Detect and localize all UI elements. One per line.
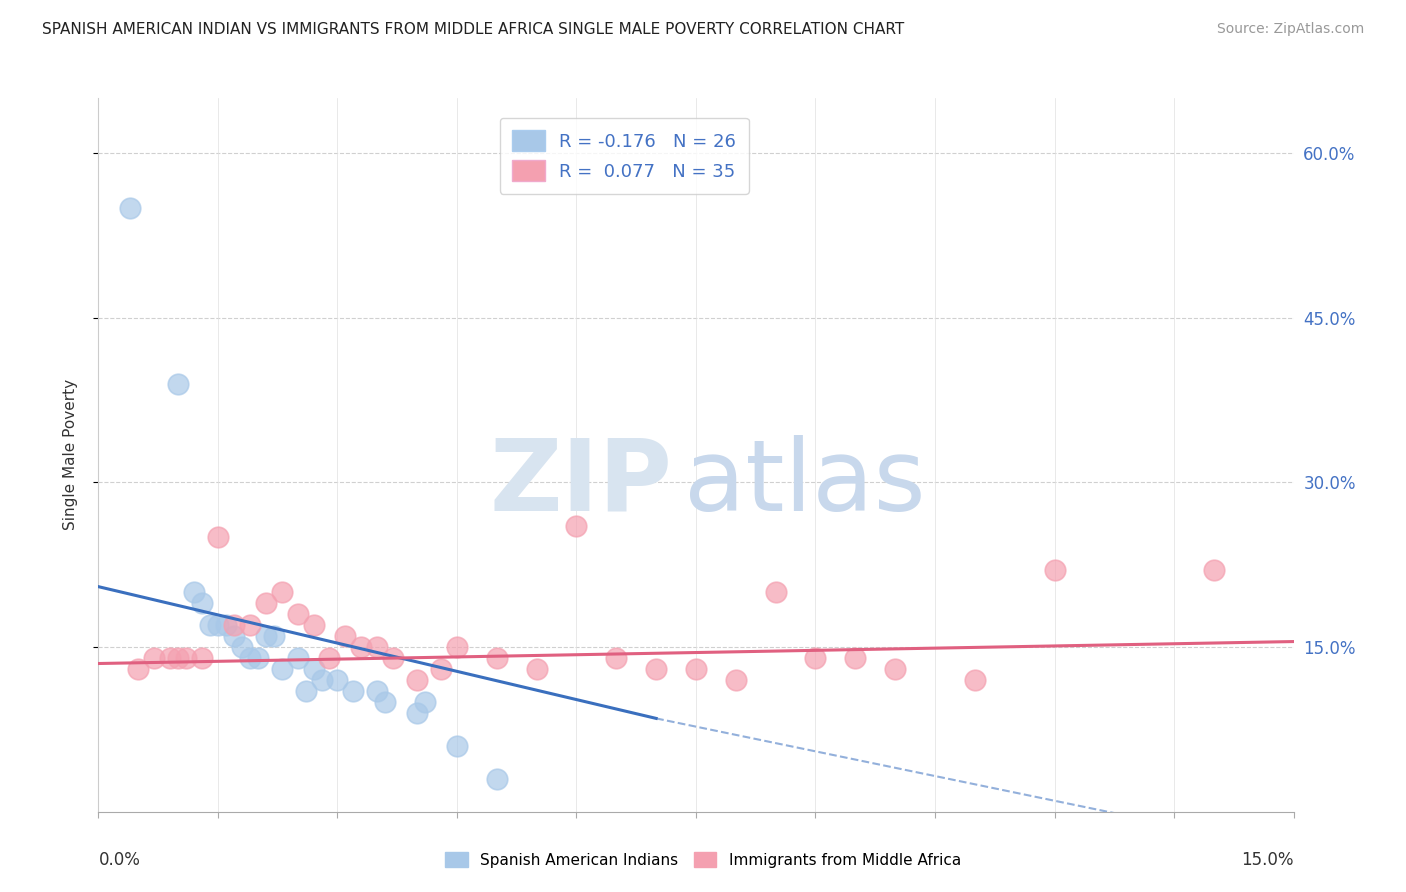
Point [191, 596, 214, 610]
Point [159, 651, 181, 665]
Point [804, 651, 827, 665]
Point [335, 629, 357, 643]
Point [342, 684, 364, 698]
Point [254, 596, 277, 610]
Point [183, 585, 205, 599]
Point [270, 585, 292, 599]
Point [1202, 563, 1225, 577]
Point [406, 706, 429, 720]
Text: atlas: atlas [685, 435, 925, 532]
Legend: R = -0.176   N = 26, R =  0.077   N = 35: R = -0.176 N = 26, R = 0.077 N = 35 [499, 118, 749, 194]
Text: 15.0%: 15.0% [1241, 851, 1294, 869]
Point [406, 673, 429, 687]
Point [765, 585, 787, 599]
Point [485, 651, 508, 665]
Point [294, 684, 316, 698]
Point [326, 673, 349, 687]
Point [526, 662, 548, 676]
Point [287, 651, 309, 665]
Text: ZIP: ZIP [489, 435, 672, 532]
Point [127, 662, 149, 676]
Point [302, 618, 325, 632]
Point [231, 640, 253, 654]
Text: 0.0%: 0.0% [98, 851, 141, 869]
Point [222, 618, 245, 632]
Point [302, 662, 325, 676]
Point [174, 651, 197, 665]
Point [884, 662, 907, 676]
Text: SPANISH AMERICAN INDIAN VS IMMIGRANTS FROM MIDDLE AFRICA SINGLE MALE POVERTY COR: SPANISH AMERICAN INDIAN VS IMMIGRANTS FR… [42, 22, 904, 37]
Point [645, 662, 668, 676]
Legend: Spanish American Indians, Immigrants from Middle Africa: Spanish American Indians, Immigrants fro… [437, 844, 969, 875]
Point [239, 651, 262, 665]
Point [446, 640, 468, 654]
Point [350, 640, 373, 654]
Point [191, 651, 214, 665]
Point [207, 618, 229, 632]
Point [366, 640, 388, 654]
Point [198, 618, 221, 632]
Point [446, 739, 468, 753]
Point [382, 651, 405, 665]
Point [685, 662, 707, 676]
Point [844, 651, 866, 665]
Point [239, 618, 262, 632]
Point [120, 201, 142, 215]
Point [311, 673, 333, 687]
Point [430, 662, 453, 676]
Point [963, 673, 986, 687]
Point [374, 695, 396, 709]
Text: Source: ZipAtlas.com: Source: ZipAtlas.com [1216, 22, 1364, 37]
Y-axis label: Single Male Poverty: Single Male Poverty [63, 379, 77, 531]
Point [143, 651, 166, 665]
Point [565, 519, 588, 533]
Point [222, 629, 245, 643]
Point [254, 629, 277, 643]
Point [605, 651, 627, 665]
Point [263, 629, 285, 643]
Point [287, 607, 309, 621]
Point [215, 618, 238, 632]
Point [413, 695, 436, 709]
Point [485, 772, 508, 786]
Point [724, 673, 747, 687]
Point [1043, 563, 1066, 577]
Point [246, 651, 269, 665]
Point [167, 651, 190, 665]
Point [167, 376, 190, 391]
Point [207, 530, 229, 544]
Point [366, 684, 388, 698]
Point [270, 662, 292, 676]
Point [318, 651, 340, 665]
